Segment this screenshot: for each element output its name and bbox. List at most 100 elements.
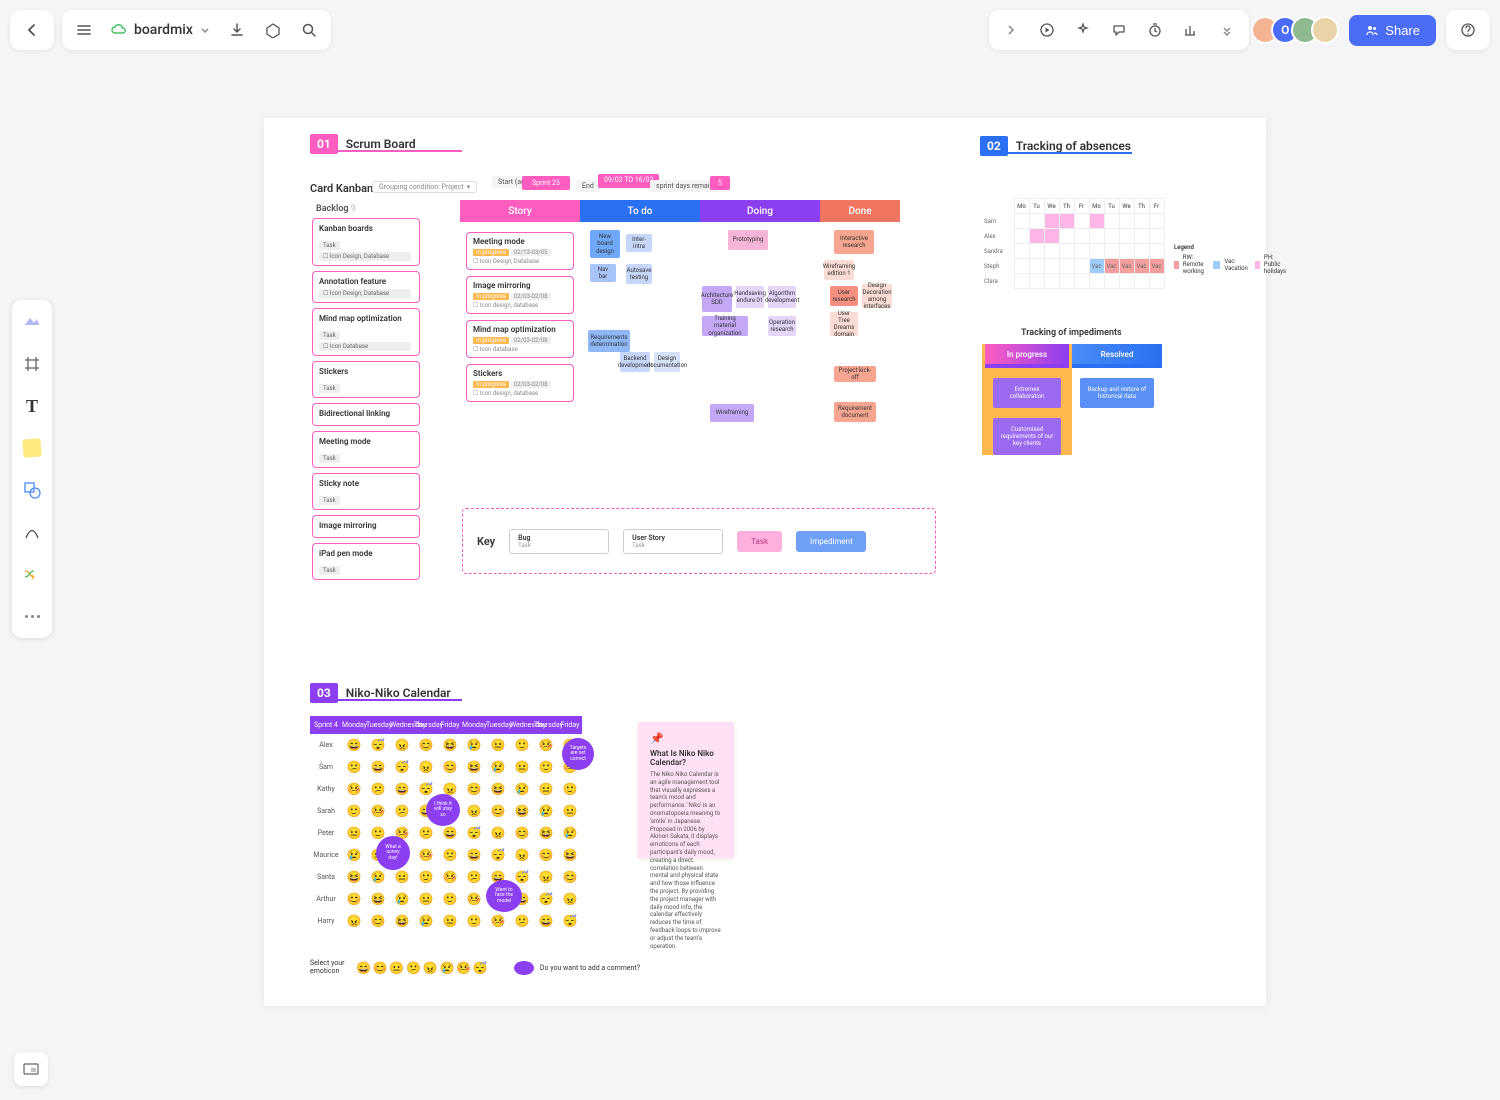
sticky-note[interactable]: Handsaving endure 01 — [736, 286, 764, 308]
niko-cell[interactable]: 😐 — [558, 800, 582, 822]
niko-cell[interactable]: 🤒 — [486, 910, 510, 932]
story-card[interactable]: Meeting modeIn progress02/13-03/05☐ Icon… — [466, 232, 574, 270]
tag-button[interactable] — [255, 12, 291, 48]
niko-cell[interactable]: 🙂 — [342, 800, 366, 822]
story-card[interactable]: StickersIn progress02/03-02/08☐ Icon des… — [466, 364, 574, 402]
story-card[interactable]: Image mirroringIn progress02/03-02/08☐ I… — [466, 276, 574, 314]
sticky-icon[interactable] — [20, 436, 44, 460]
sticky-note[interactable]: Design documentation — [654, 352, 680, 372]
chart-icon[interactable] — [1173, 12, 1209, 48]
niko-cell[interactable]: 😕 — [390, 800, 414, 822]
niko-cell[interactable]: 😆 — [366, 888, 390, 910]
avatar[interactable] — [1311, 16, 1339, 44]
sticky-note[interactable]: Project kick-off — [834, 366, 876, 382]
menu-button[interactable] — [66, 12, 102, 48]
niko-cell[interactable]: 😠 — [510, 844, 534, 866]
connector-icon[interactable] — [20, 562, 44, 586]
niko-cell[interactable]: 😴 — [486, 844, 510, 866]
niko-cell[interactable]: 😢 — [486, 756, 510, 778]
niko-cell[interactable]: 😐 — [510, 756, 534, 778]
niko-cell[interactable]: 😠 — [342, 910, 366, 932]
niko-cell[interactable]: 😐 — [486, 734, 510, 756]
emoticon-option[interactable]: 😠 — [423, 961, 438, 975]
niko-cell[interactable]: 😄 — [534, 910, 558, 932]
niko-cell[interactable]: 🤒 — [438, 866, 462, 888]
backlog-card[interactable]: Annotation feature☐ Icon Design, Databas… — [312, 271, 420, 303]
niko-cell[interactable]: 😴 — [390, 756, 414, 778]
niko-cell[interactable]: 😐 — [342, 822, 366, 844]
backlog-card[interactable]: Meeting modeTask — [312, 431, 420, 468]
niko-cell[interactable]: 😢 — [510, 778, 534, 800]
niko-cell[interactable]: 😢 — [558, 822, 582, 844]
niko-cell[interactable]: 😴 — [558, 910, 582, 932]
niko-cell[interactable]: 😕 — [414, 822, 438, 844]
sticky-note[interactable]: Autosave testing — [626, 264, 652, 284]
play-icon[interactable] — [1029, 12, 1065, 48]
niko-comment-bubble[interactable]: I think it will stay so — [426, 794, 460, 826]
sticky-note[interactable]: Architecture SDD — [702, 286, 732, 312]
niko-cell[interactable]: 😆 — [486, 778, 510, 800]
story-card[interactable]: Mind map optimizationIn progress02/03-02… — [466, 320, 574, 358]
niko-cell[interactable]: 😊 — [438, 756, 462, 778]
emoticon-option[interactable]: 😄 — [356, 961, 371, 975]
sticky-note[interactable]: Requirements determination — [588, 330, 630, 352]
niko-cell[interactable]: 😴 — [366, 734, 390, 756]
niko-cell[interactable]: 🙂 — [438, 888, 462, 910]
niko-cell[interactable]: 🤒 — [366, 800, 390, 822]
sticky-note[interactable]: User Tree Dreams domain — [830, 312, 858, 336]
niko-comment-bubble[interactable]: What a sunny day! — [376, 836, 410, 870]
frame-icon[interactable] — [20, 352, 44, 376]
niko-cell[interactable]: 😄 — [390, 778, 414, 800]
emoticon-option[interactable]: 😴 — [473, 961, 488, 975]
niko-cell[interactable]: 😢 — [414, 910, 438, 932]
niko-cell[interactable]: 😊 — [414, 734, 438, 756]
sticky-note[interactable]: Wireframing — [710, 404, 754, 422]
niko-cell[interactable]: 😠 — [558, 888, 582, 910]
niko-cell[interactable]: 😆 — [390, 910, 414, 932]
more-tools[interactable] — [20, 604, 44, 628]
niko-cell[interactable]: 😊 — [462, 778, 486, 800]
niko-cell[interactable]: 😊 — [366, 910, 390, 932]
canvas-board[interactable]: 01 Scrum Board Card Kanban Grouping cond… — [264, 118, 1266, 1006]
niko-cell[interactable]: 😠 — [462, 800, 486, 822]
niko-cell[interactable]: 😠 — [486, 822, 510, 844]
impediment-card[interactable]: Customised requirements of our key clien… — [993, 418, 1061, 455]
sticky-note[interactable]: Backend development — [620, 352, 650, 372]
niko-cell[interactable]: 🤒 — [414, 844, 438, 866]
niko-cell[interactable]: 😕 — [438, 844, 462, 866]
niko-comment-bubble[interactable]: Want to face the model — [486, 880, 522, 912]
emoticon-option[interactable]: 🤒 — [456, 961, 471, 975]
niko-cell[interactable]: 🙂 — [558, 778, 582, 800]
backlog-card[interactable]: StickersTask — [312, 361, 420, 398]
niko-cell[interactable]: 🙂 — [462, 910, 486, 932]
niko-cell[interactable]: 😠 — [390, 734, 414, 756]
emoticon-option[interactable]: 😊 — [373, 961, 388, 975]
niko-cell[interactable]: 😊 — [510, 822, 534, 844]
niko-cell[interactable]: 🤒 — [534, 734, 558, 756]
niko-cell[interactable]: 😢 — [366, 866, 390, 888]
niko-cell[interactable]: 😕 — [462, 866, 486, 888]
backlog-card[interactable]: Sticky noteTask — [312, 473, 420, 510]
niko-cell[interactable]: 😊 — [534, 844, 558, 866]
niko-cell[interactable]: 🙂 — [510, 734, 534, 756]
niko-cell[interactable]: 😄 — [342, 734, 366, 756]
sticky-note[interactable]: Operation research — [768, 316, 796, 336]
sticky-note[interactable]: New board design — [590, 230, 620, 258]
backlog-card[interactable]: Kanban boardsTask☐ Icon Design, Database — [312, 218, 420, 266]
niko-cell[interactable]: 😕 — [510, 910, 534, 932]
niko-cell[interactable]: 😕 — [366, 778, 390, 800]
shape-icon[interactable] — [20, 478, 44, 502]
niko-cell[interactable]: 😊 — [558, 866, 582, 888]
niko-cell[interactable]: 😆 — [342, 866, 366, 888]
emoticon-option[interactable]: 😢 — [440, 961, 455, 975]
grouping-dropdown[interactable]: Grouping condition: Project ▾ — [372, 181, 477, 193]
download-button[interactable] — [219, 12, 255, 48]
comment-icon[interactable] — [1101, 12, 1137, 48]
sparkle-icon[interactable] — [1065, 12, 1101, 48]
niko-cell[interactable]: 😐 — [534, 778, 558, 800]
niko-cell[interactable]: 😆 — [534, 822, 558, 844]
niko-cell[interactable]: 😠 — [534, 866, 558, 888]
niko-cell[interactable]: 😊 — [486, 800, 510, 822]
niko-cell[interactable]: 😆 — [558, 844, 582, 866]
niko-cell[interactable]: 😆 — [438, 734, 462, 756]
